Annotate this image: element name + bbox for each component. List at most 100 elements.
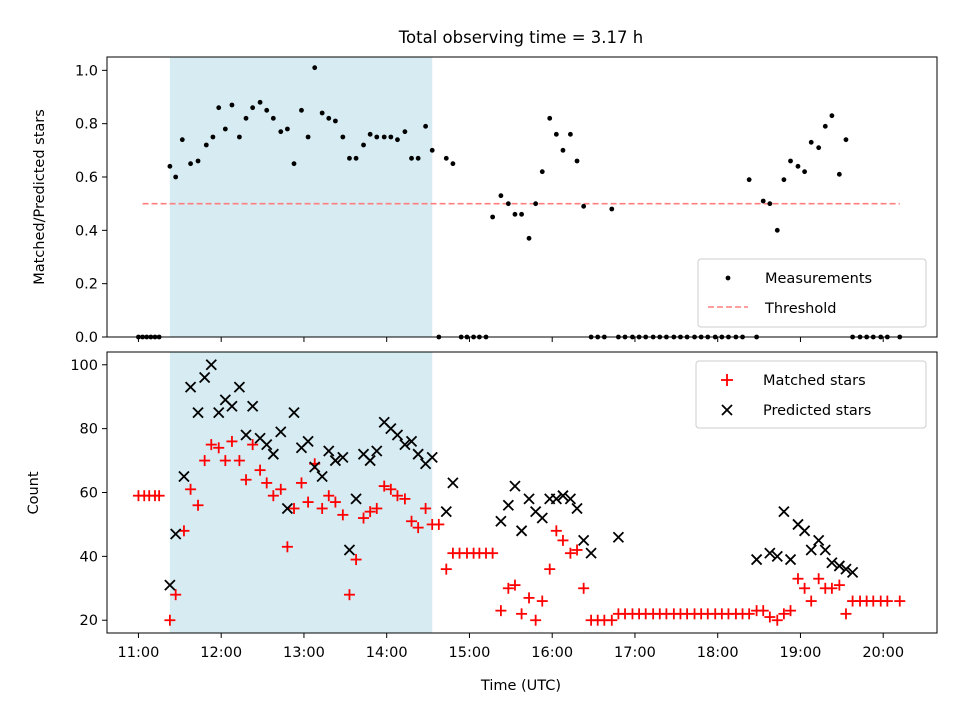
- predicted-star-point: [323, 445, 335, 457]
- measurement-point: [450, 161, 456, 167]
- legend-threshold-label: Threshold: [764, 301, 836, 317]
- predicted-star-point: [571, 502, 583, 515]
- predicted-star-point: [585, 547, 597, 559]
- bottom-x-tick-label: 17:00: [614, 645, 656, 661]
- matched-star-point: [799, 582, 811, 594]
- top-y-tick-label: 0.4: [75, 223, 98, 239]
- measurement-point: [340, 134, 346, 140]
- bottom-y-tick-label: 80: [80, 422, 98, 438]
- predicted-star-point: [440, 506, 452, 518]
- measurement-point: [381, 134, 387, 140]
- measurement-point: [179, 137, 185, 143]
- matched-star-point: [371, 502, 383, 514]
- matched-star-point: [316, 502, 328, 514]
- matched-star-point: [536, 595, 548, 607]
- measurement-point: [284, 126, 290, 132]
- measurement-point: [429, 147, 435, 153]
- matched-star-point: [350, 554, 362, 566]
- measurement-point: [312, 65, 318, 71]
- measurement-point: [781, 177, 787, 183]
- matched-star-point: [544, 563, 556, 575]
- predicted-star-point: [578, 534, 590, 547]
- measurement-point: [512, 211, 518, 217]
- measurement-point: [229, 102, 235, 108]
- bottom-x-axis: 11:00 12:00 13:00 14:00 15:00 16:00 17:00 18:00…: [118, 633, 904, 661]
- measurement-point: [574, 158, 580, 164]
- matched-star-point: [343, 589, 355, 601]
- bottom-legend-box: [695, 360, 927, 429]
- measurement-point: [802, 169, 807, 175]
- matched-star-point: [743, 608, 755, 620]
- measurement-point: [581, 203, 587, 209]
- bottom-x-tick-label: 12:00: [200, 645, 242, 661]
- chart-title: Total observing time = 3.17 h: [398, 28, 643, 47]
- top-y-axis: 0.0 0.2 0.4 0.6 0.8 1.0: [75, 63, 107, 346]
- measurement-point: [443, 155, 449, 161]
- predicted-star-point: [213, 407, 225, 419]
- bottom-x-tick-label: 13:00: [283, 645, 325, 661]
- bottom-x-tick-label: 19:00: [780, 645, 822, 661]
- predicted-star-point: [329, 454, 342, 467]
- matched-star-point: [894, 595, 906, 607]
- predicted-star-point: [288, 407, 300, 419]
- predicted-star-point: [199, 371, 211, 384]
- matched-star-point: [247, 439, 259, 451]
- measurement-point: [264, 107, 270, 113]
- matched-star-point: [578, 582, 590, 594]
- predicted-star-point: [412, 448, 424, 460]
- matched-star-point: [281, 541, 293, 553]
- matched-star-point: [840, 608, 852, 620]
- measurement-point: [167, 163, 173, 169]
- predicted-star-point: [247, 400, 259, 412]
- top-y-tick-label: 1.0: [75, 63, 98, 79]
- matched-star-point: [275, 483, 287, 495]
- matched-star-point: [557, 534, 569, 546]
- predicted-star-point: [184, 381, 197, 393]
- measurement-point: [746, 177, 752, 183]
- matched-star-point: [516, 608, 528, 620]
- measurement-point: [526, 235, 532, 241]
- measurement-point: [388, 134, 394, 140]
- bottom-x-tick-label: 14:00: [366, 645, 408, 661]
- measurement-point: [795, 163, 801, 169]
- measurement-point: [291, 161, 297, 167]
- measurement-point: [553, 131, 559, 137]
- bottom-x-tick-label: 11:00: [118, 645, 160, 661]
- matched-star-point: [233, 455, 245, 467]
- top-y-tick-label: 0.6: [75, 170, 98, 186]
- matched-star-point: [881, 595, 893, 607]
- matched-star-point: [323, 490, 335, 502]
- measurement-point: [498, 193, 504, 199]
- measurement-point: [203, 142, 209, 148]
- matched-star-point: [571, 544, 583, 556]
- matched-star-point: [254, 464, 266, 476]
- matched-star-point: [564, 547, 576, 559]
- top-plot-frame: [106, 56, 938, 338]
- matched-star-point: [205, 439, 217, 451]
- matched-star-point: [771, 614, 783, 626]
- measurement-point: [395, 137, 400, 143]
- predicted-star-point: [226, 400, 238, 412]
- bottom-y-axis: 20 40 60 80 100: [70, 358, 107, 629]
- matched-star-point: [185, 483, 197, 495]
- bottom-y-tick-label: 60: [80, 486, 98, 502]
- predicted-star-point: [178, 470, 190, 483]
- predicted-star-point: [391, 429, 404, 441]
- measurement-point: [319, 110, 325, 116]
- measurement-point: [547, 115, 553, 121]
- measurement-point: [367, 131, 373, 137]
- top-legend-box: [697, 258, 927, 328]
- bottom-legend: Matched stars Predicted stars: [695, 360, 927, 429]
- predicted-star-point: [523, 493, 535, 505]
- predicted-star-point: [826, 557, 838, 569]
- matched-star-point: [833, 579, 845, 591]
- predicted-star-point: [819, 544, 831, 556]
- predicted-star-point: [509, 480, 521, 492]
- predicted-star-point: [261, 438, 273, 451]
- matched-star-point: [487, 547, 499, 559]
- predicted-star-point: [371, 445, 383, 457]
- matched-star-point: [170, 589, 182, 601]
- measurement-point: [374, 134, 380, 140]
- measurement-point: [332, 118, 338, 124]
